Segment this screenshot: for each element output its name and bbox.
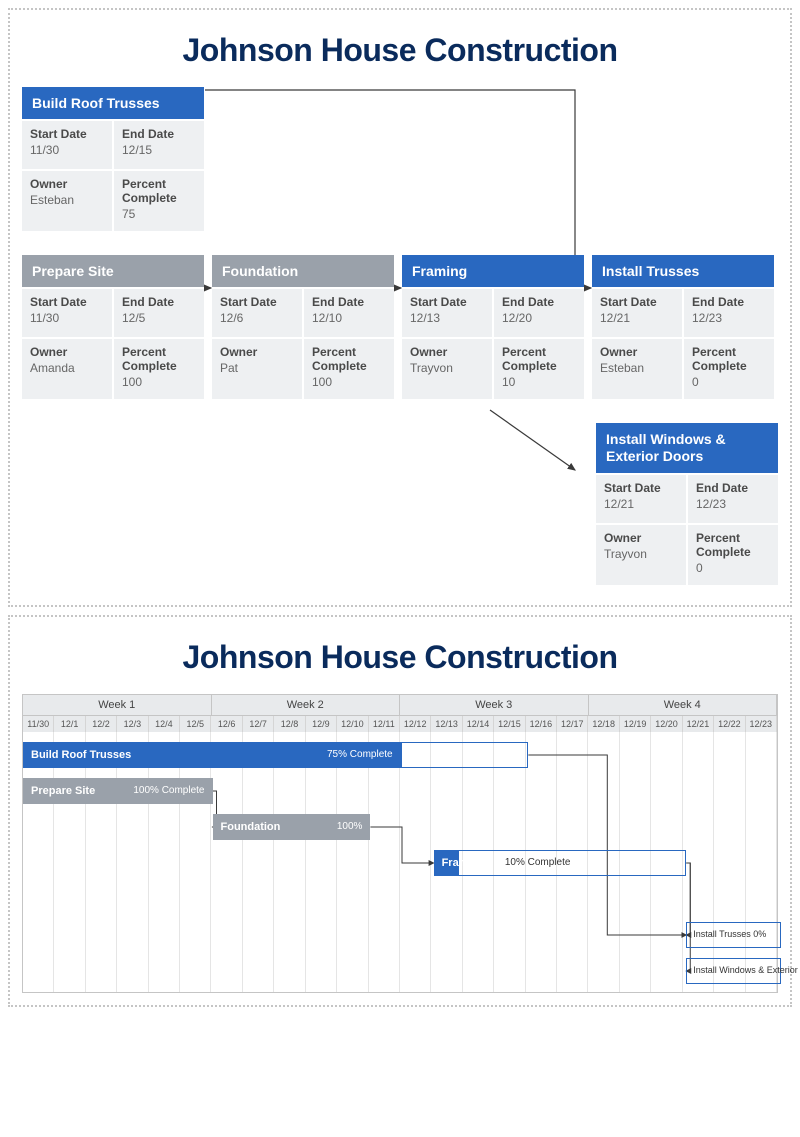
task-header: Build Roof Trusses bbox=[22, 87, 204, 119]
gantt-chart: Week 1Week 2Week 3Week 4 11/3012/112/212… bbox=[22, 694, 778, 993]
gantt-bar-framing: Framing10% Complete bbox=[434, 850, 687, 876]
gantt-day-label: 12/5 bbox=[180, 716, 211, 732]
gantt-day-label: 12/3 bbox=[117, 716, 148, 732]
task-card-prepare: Prepare Site Start Date11/30 End Date12/… bbox=[22, 255, 204, 399]
gantt-panel: Johnson House Construction Week 1Week 2W… bbox=[8, 615, 792, 1007]
gantt-day-label: 12/14 bbox=[463, 716, 494, 732]
gantt-day-label: 12/11 bbox=[369, 716, 400, 732]
gantt-day-label: 12/20 bbox=[651, 716, 682, 732]
gantt-day-label: 12/4 bbox=[149, 716, 180, 732]
gantt-bar-install_trusses: Install Trusses 0% bbox=[686, 922, 781, 948]
gantt-day-label: 12/18 bbox=[588, 716, 619, 732]
gantt-day-label: 12/13 bbox=[431, 716, 462, 732]
gantt-day-label: 12/16 bbox=[526, 716, 557, 732]
gantt-day-label: 12/2 bbox=[86, 716, 117, 732]
gantt-week-label: Week 4 bbox=[589, 695, 778, 715]
task-card-install-windows: Install Windows & Exterior Doors Start D… bbox=[596, 423, 778, 585]
gantt-day-label: 12/22 bbox=[714, 716, 745, 732]
gantt-day-label: 12/10 bbox=[337, 716, 368, 732]
gantt-week-header: Week 1Week 2Week 3Week 4 bbox=[23, 695, 777, 716]
gantt-day-label: 11/30 bbox=[23, 716, 54, 732]
gantt-title: Johnson House Construction bbox=[22, 639, 778, 676]
task-card-install-trusses: Install Trusses Start Date12/21 End Date… bbox=[592, 255, 774, 399]
pert-row-bottom: Install Windows & Exterior Doors Start D… bbox=[22, 423, 778, 585]
gantt-day-label: 12/12 bbox=[400, 716, 431, 732]
pert-row-top: Build Roof Trusses Start Date11/30 End D… bbox=[22, 87, 778, 231]
task-card-foundation: Foundation Start Date12/6 End Date12/10 … bbox=[212, 255, 394, 399]
task-card-build-roof: Build Roof Trusses Start Date11/30 End D… bbox=[22, 87, 204, 231]
pert-panel: Johnson House Construction Build Roof Tr… bbox=[8, 8, 792, 607]
gantt-bar-install_windows: Install Windows & Exterior Doors bbox=[686, 958, 781, 984]
gantt-bar-foundation: Foundation100% bbox=[213, 814, 371, 840]
gantt-week-label: Week 3 bbox=[400, 695, 589, 715]
gantt-day-label: 12/9 bbox=[306, 716, 337, 732]
gantt-day-label: 12/7 bbox=[243, 716, 274, 732]
gantt-bar-prepare: Prepare Site100% Complete bbox=[23, 778, 213, 804]
gantt-day-label: 12/1 bbox=[54, 716, 85, 732]
gantt-day-label: 12/8 bbox=[274, 716, 305, 732]
project-title: Johnson House Construction bbox=[22, 32, 778, 69]
gantt-week-label: Week 1 bbox=[23, 695, 212, 715]
gantt-day-label: 12/15 bbox=[494, 716, 525, 732]
gantt-day-label: 12/19 bbox=[620, 716, 651, 732]
gantt-day-label: 12/21 bbox=[683, 716, 714, 732]
gantt-body: Build Roof Trusses75% Complete Prepare Si… bbox=[23, 732, 777, 992]
task-card-framing: Framing Start Date12/13 End Date12/20 Ow… bbox=[402, 255, 584, 399]
gantt-day-label: 12/23 bbox=[746, 716, 777, 732]
gantt-bar-build_roof: Build Roof Trusses75% Complete bbox=[23, 742, 528, 768]
gantt-week-label: Week 2 bbox=[212, 695, 401, 715]
gantt-day-header: 11/3012/112/212/312/412/512/612/712/812/… bbox=[23, 716, 777, 732]
gantt-day-label: 12/17 bbox=[557, 716, 588, 732]
gantt-day-label: 12/6 bbox=[211, 716, 242, 732]
pert-row-main: Prepare Site Start Date11/30 End Date12/… bbox=[22, 255, 778, 399]
